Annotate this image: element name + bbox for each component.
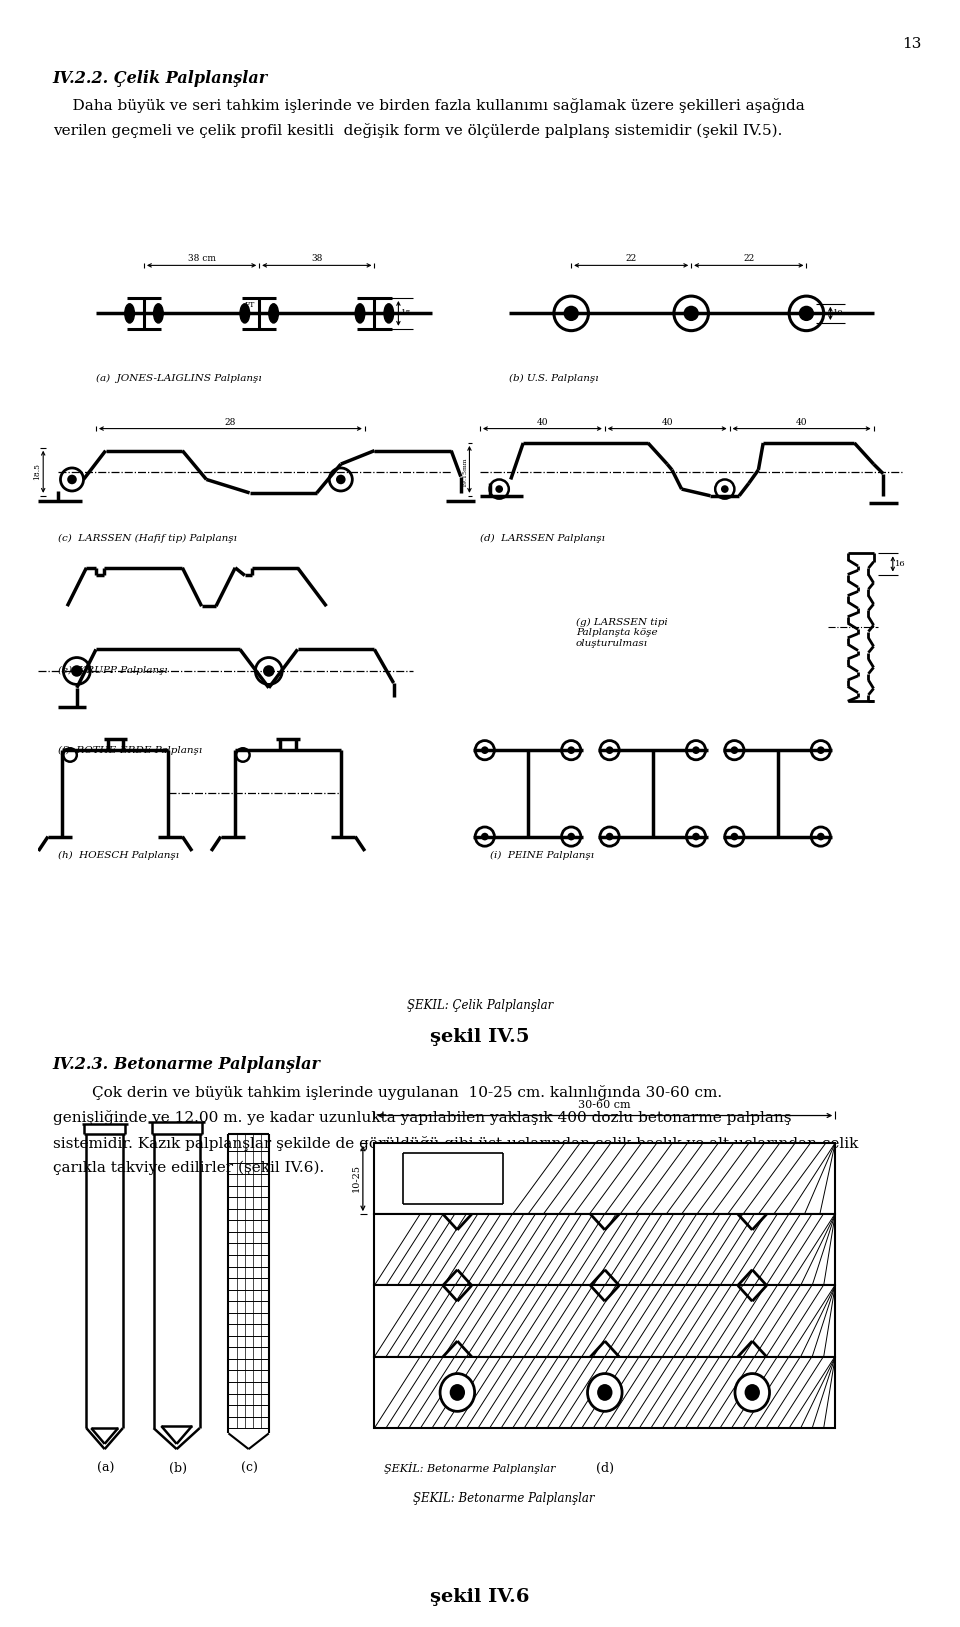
Circle shape <box>692 747 700 753</box>
Text: 19.15mm: 19.15mm <box>463 457 468 486</box>
Text: 10: 10 <box>833 309 844 317</box>
Text: (f)  ROTHE-ERDE Palplanşı: (f) ROTHE-ERDE Palplanşı <box>58 745 202 755</box>
Text: FT: FT <box>245 301 254 309</box>
Circle shape <box>588 1373 622 1411</box>
Text: 40: 40 <box>537 418 548 426</box>
Text: 38 cm: 38 cm <box>187 254 216 264</box>
Circle shape <box>449 1385 465 1401</box>
Circle shape <box>684 306 699 321</box>
Text: sistemidir. Kazık palplanşlar şekilde de görüldüğü gibi üst uçlarından çelik baş: sistemidir. Kazık palplanşlar şekilde de… <box>53 1136 858 1150</box>
Circle shape <box>597 1385 612 1401</box>
Text: (d): (d) <box>596 1461 613 1474</box>
Text: (a): (a) <box>97 1461 114 1474</box>
Circle shape <box>67 475 77 485</box>
Text: şekil IV.6: şekil IV.6 <box>430 1588 530 1606</box>
Ellipse shape <box>125 304 134 324</box>
Circle shape <box>440 1373 474 1411</box>
Text: 13: 13 <box>902 37 922 52</box>
Text: IV.2.2. Çelik Palplanşlar: IV.2.2. Çelik Palplanşlar <box>53 70 268 86</box>
Circle shape <box>564 306 579 321</box>
Text: ŞEKIL: Çelik Palplanşlar: ŞEKIL: Çelik Palplanşlar <box>407 999 553 1012</box>
Circle shape <box>817 747 825 753</box>
Text: 22: 22 <box>626 254 636 264</box>
Circle shape <box>606 747 613 753</box>
Circle shape <box>735 1373 770 1411</box>
Text: 16: 16 <box>895 560 905 568</box>
Text: (b) U.S. Palplanşı: (b) U.S. Palplanşı <box>509 374 598 382</box>
Text: (d)  LARSSEN Palplanşı: (d) LARSSEN Palplanşı <box>480 534 605 543</box>
Text: genişliğinde ve 12.00 m. ye kadar uzunlukta yapılabilen yaklaşık 400 dozlu beton: genişliğinde ve 12.00 m. ye kadar uzunlu… <box>53 1111 791 1126</box>
Circle shape <box>567 833 575 841</box>
Circle shape <box>731 747 738 753</box>
Text: (i)  PEINE Palplanşı: (i) PEINE Palplanşı <box>490 851 593 861</box>
Text: 22: 22 <box>743 254 755 264</box>
Circle shape <box>731 833 738 841</box>
Ellipse shape <box>355 304 365 324</box>
Text: (g) LARSSEN tipi
Palplanşta köşe
oluşturulması: (g) LARSSEN tipi Palplanşta köşe oluştur… <box>576 618 668 648</box>
Circle shape <box>817 833 825 841</box>
Text: ŞEKIL: Betonarme Palplanşlar: ŞEKIL: Betonarme Palplanşlar <box>413 1492 594 1505</box>
Circle shape <box>799 306 814 321</box>
Text: 15: 15 <box>401 309 412 317</box>
Bar <box>374 1142 835 1214</box>
Text: 10-25: 10-25 <box>352 1165 361 1193</box>
Text: (a)  JONES-LAIGLINS Palplanşı: (a) JONES-LAIGLINS Palplanşı <box>96 374 262 382</box>
Circle shape <box>481 747 489 753</box>
Text: çarıkla takviye edilirler (şekil IV.6).: çarıkla takviye edilirler (şekil IV.6). <box>53 1162 324 1175</box>
Text: (c): (c) <box>241 1461 258 1474</box>
Text: IV.2.3. Betonarme Palplanşlar: IV.2.3. Betonarme Palplanşlar <box>53 1056 321 1072</box>
Circle shape <box>336 475 346 485</box>
Circle shape <box>692 833 700 841</box>
Bar <box>374 1285 835 1357</box>
Circle shape <box>745 1385 760 1401</box>
Circle shape <box>263 665 275 677</box>
Circle shape <box>71 665 83 677</box>
Ellipse shape <box>240 304 250 324</box>
Text: ŞEKİL: Betonarme Palplanşlar: ŞEKİL: Betonarme Palplanşlar <box>384 1461 556 1474</box>
Circle shape <box>481 833 489 841</box>
Text: şekil IV.5: şekil IV.5 <box>430 1028 530 1046</box>
Text: 40: 40 <box>661 418 673 426</box>
Text: 28: 28 <box>225 418 236 426</box>
Text: (b): (b) <box>169 1461 186 1474</box>
Circle shape <box>495 485 503 493</box>
Text: 18.5: 18.5 <box>34 464 41 480</box>
Bar <box>374 1214 835 1285</box>
Ellipse shape <box>154 304 163 324</box>
Bar <box>513 1142 835 1214</box>
Circle shape <box>721 485 729 493</box>
Text: (h)  HOESCH Palplanşı: (h) HOESCH Palplanşı <box>58 851 179 861</box>
Text: (e)  KRUPP Palplanşı: (e) KRUPP Palplanşı <box>58 665 167 675</box>
Ellipse shape <box>269 304 278 324</box>
Text: Daha büyük ve seri tahkim işlerinde ve birden fazla kullanımı sağlamak üzere şek: Daha büyük ve seri tahkim işlerinde ve b… <box>53 98 804 112</box>
Circle shape <box>606 833 613 841</box>
Text: 40: 40 <box>796 418 807 426</box>
Bar <box>374 1357 835 1429</box>
Text: Çok derin ve büyük tahkim işlerinde uygulanan  10-25 cm. kalınlığında 30-60 cm.: Çok derin ve büyük tahkim işlerinde uygu… <box>53 1085 722 1100</box>
Text: 38: 38 <box>311 254 323 264</box>
Ellipse shape <box>384 304 394 324</box>
Text: 30-60 cm: 30-60 cm <box>579 1100 631 1110</box>
Text: verilen geçmeli ve çelik profil kesitli  değişik form ve ölçülerde palplanş sist: verilen geçmeli ve çelik profil kesitli … <box>53 124 782 138</box>
Text: (c)  LARSSEN (Hafif tip) Palplanşı: (c) LARSSEN (Hafif tip) Palplanşı <box>58 534 236 543</box>
Circle shape <box>567 747 575 753</box>
